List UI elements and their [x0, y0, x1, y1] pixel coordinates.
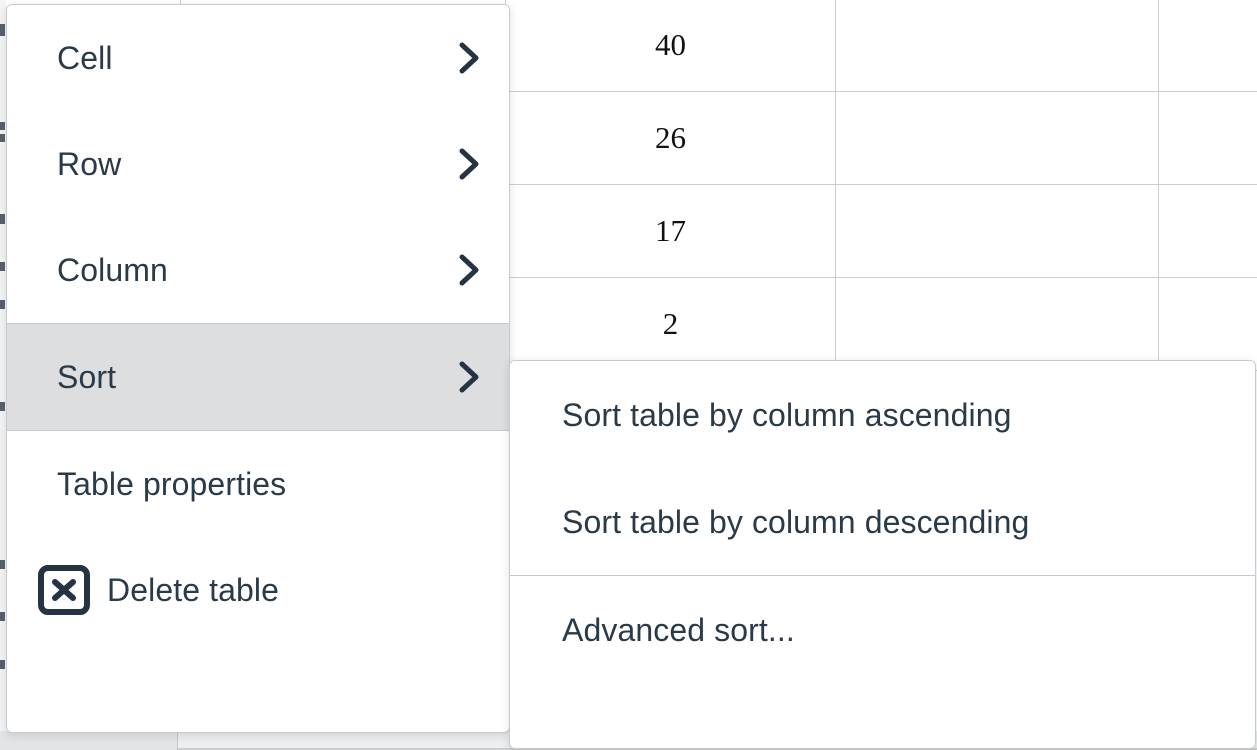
chevron-right-icon	[453, 360, 487, 394]
table-cell[interactable]: 17	[505, 184, 836, 278]
editor-left-edge	[0, 0, 6, 750]
menu-item-label: Table properties	[57, 466, 287, 502]
sort-submenu-group-advanced: Advanced sort...	[510, 575, 1255, 683]
menu-item-sort[interactable]: Sort	[7, 324, 509, 430]
menu-item-label: Delete table	[107, 572, 279, 608]
chevron-right-icon	[453, 253, 487, 287]
hidden-content-sliver	[0, 660, 5, 669]
table-cell[interactable]	[1158, 91, 1257, 185]
hidden-content-sliver	[0, 300, 5, 309]
chevron-right-icon	[453, 41, 487, 75]
status-bar-divider	[178, 748, 1257, 750]
table-cell[interactable]	[1158, 184, 1257, 278]
chevron-right-icon	[453, 147, 487, 181]
table-cell[interactable]: 40	[505, 0, 836, 92]
menu-item-cell[interactable]: Cell	[7, 5, 509, 111]
context-menu-group-table: Table properties Delete table	[7, 430, 509, 643]
sort-submenu-group-basic: Sort table by column ascending Sort tabl…	[510, 361, 1255, 575]
table-cell[interactable]: 26	[505, 91, 836, 185]
hidden-content-sliver	[0, 402, 5, 411]
menu-item-label: Sort table by column descending	[562, 503, 1030, 540]
table-cell[interactable]	[1158, 277, 1257, 371]
hidden-content-sliver	[0, 134, 5, 142]
table-cell[interactable]	[835, 184, 1159, 278]
table-cell[interactable]	[835, 277, 1159, 371]
menu-item-label: Sort table by column ascending	[562, 396, 1012, 433]
menu-item-table-properties[interactable]: Table properties	[7, 431, 509, 537]
hidden-content-sliver	[0, 24, 5, 36]
table-cell[interactable]	[835, 0, 1159, 92]
status-bar-left	[0, 731, 178, 750]
menu-item-sort-descending[interactable]: Sort table by column descending	[510, 468, 1255, 575]
hidden-content-sliver	[0, 612, 5, 621]
menu-item-sort-ascending[interactable]: Sort table by column ascending	[510, 361, 1255, 468]
menu-item-delete-table[interactable]: Delete table	[7, 537, 509, 643]
sort-submenu[interactable]: Sort table by column ascending Sort tabl…	[509, 360, 1256, 749]
hidden-content-sliver	[0, 560, 5, 569]
hidden-content-sliver	[0, 214, 5, 224]
hidden-content-sliver	[0, 122, 5, 130]
hidden-content-sliver	[0, 262, 5, 271]
menu-item-advanced-sort[interactable]: Advanced sort...	[510, 576, 1255, 683]
menu-item-label: Column	[57, 252, 168, 288]
table-cell[interactable]	[1158, 0, 1257, 92]
context-menu-group-structure: Cell Row Column	[7, 5, 509, 323]
delete-table-icon	[33, 565, 95, 615]
menu-item-label: Cell	[57, 40, 113, 76]
menu-item-label: Sort	[57, 359, 117, 395]
menu-item-label: Row	[57, 146, 122, 182]
table-cell[interactable]: 2	[505, 277, 836, 371]
menu-item-row[interactable]: Row	[7, 111, 509, 217]
menu-item-label: Advanced sort...	[562, 611, 795, 648]
table-context-menu[interactable]: Cell Row Column	[6, 4, 510, 733]
menu-item-column[interactable]: Column	[7, 217, 509, 323]
context-menu-group-sort: Sort	[7, 323, 509, 430]
table-cell[interactable]	[835, 91, 1159, 185]
